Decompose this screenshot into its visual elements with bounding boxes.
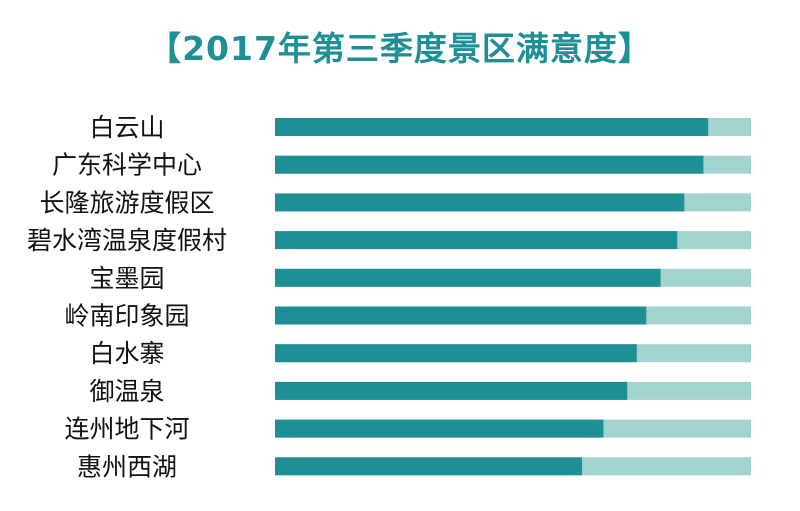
bars <box>275 118 709 476</box>
category-label: 广东科学中心 <box>52 151 202 180</box>
bar <box>275 419 604 438</box>
category-label: 惠州西湖 <box>77 452 177 481</box>
bar <box>275 155 704 174</box>
bar <box>275 268 661 287</box>
bar <box>275 118 709 136</box>
bar <box>275 344 637 363</box>
category-label: 岭南印象园 <box>64 302 189 331</box>
bar <box>275 193 685 212</box>
category-label: 白云山 <box>89 113 164 142</box>
category-label: 连州地下河 <box>64 415 189 444</box>
category-label: 长隆旅游度假区 <box>39 188 214 217</box>
category-label: 宝墨园 <box>89 264 164 293</box>
category-label: 白水寨 <box>89 339 164 368</box>
category-label: 碧水湾温泉度假村 <box>27 226 227 255</box>
bar <box>275 231 678 250</box>
bar <box>275 306 647 325</box>
category-labels: 白云山广东科学中心长隆旅游度假区碧水湾温泉度假村宝墨园岭南印象园白水寨御温泉连州… <box>27 113 227 481</box>
bar <box>275 381 628 400</box>
category-label: 御温泉 <box>89 377 164 406</box>
bar <box>275 457 583 476</box>
chart-title: 【2017年第三季度景区满意度】 <box>148 29 652 68</box>
